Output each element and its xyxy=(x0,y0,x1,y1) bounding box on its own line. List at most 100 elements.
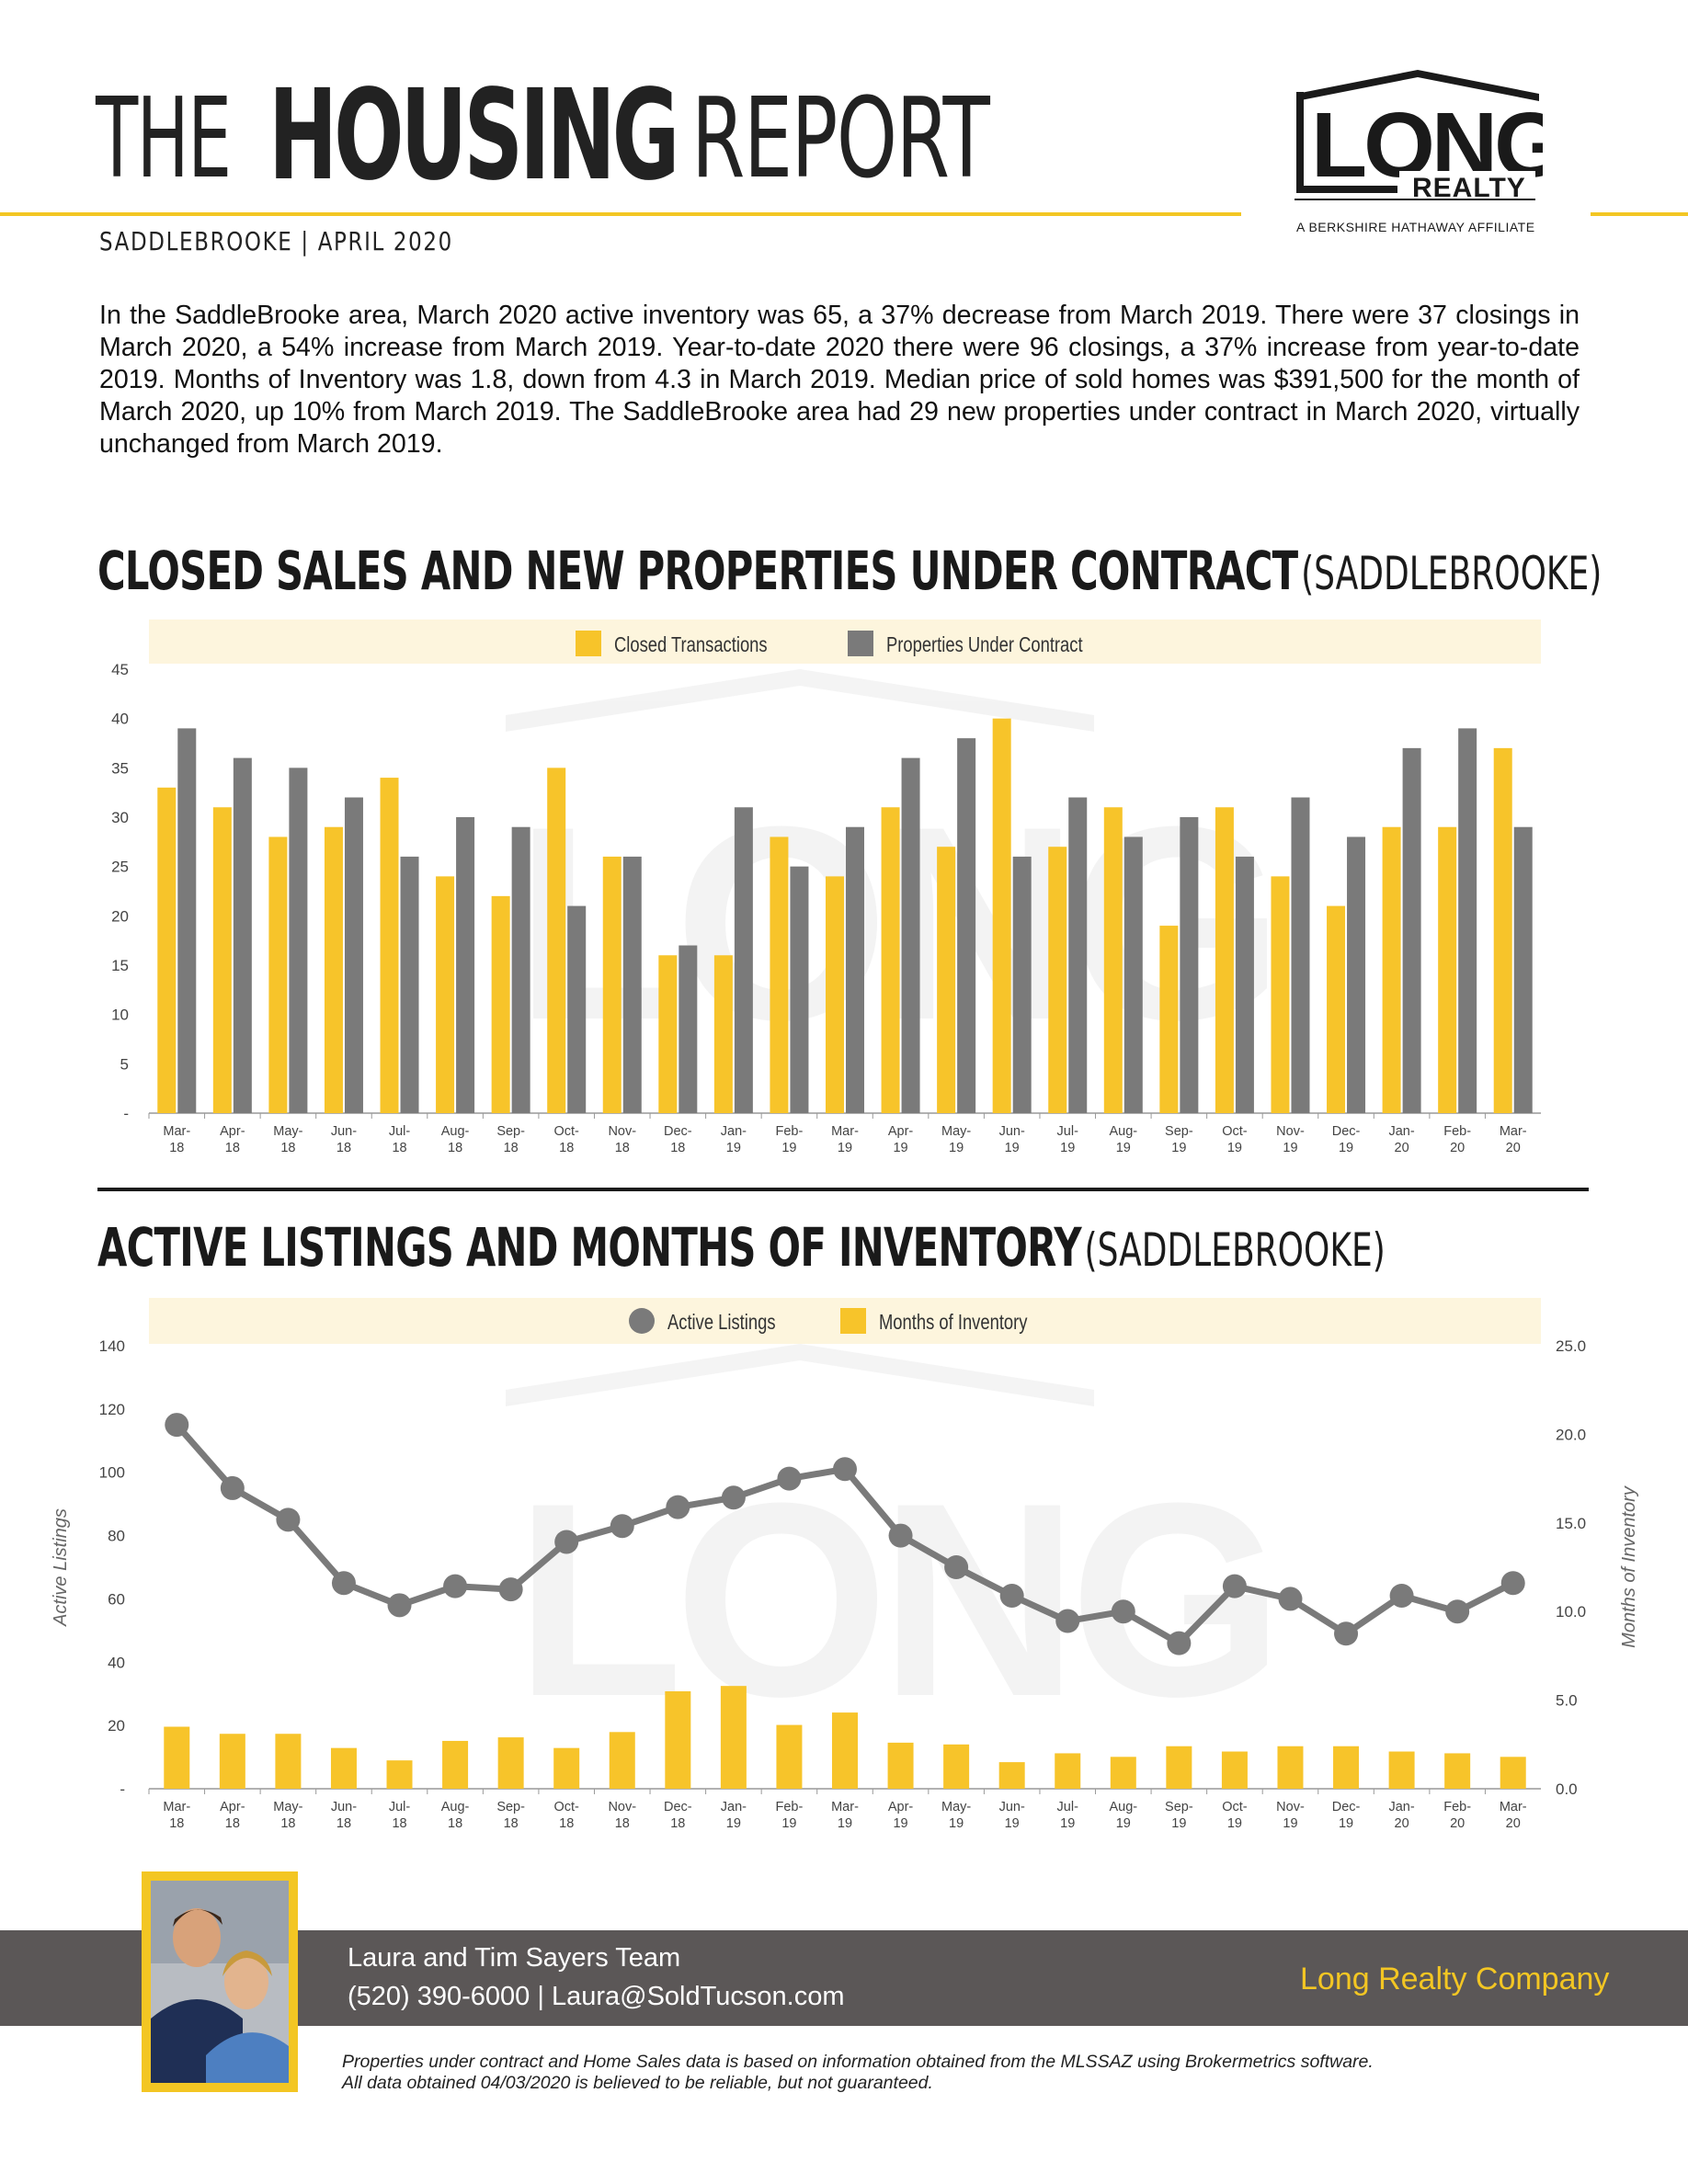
under-contract-bar xyxy=(1347,836,1366,1113)
closed-transactions-bar xyxy=(1159,926,1179,1113)
chart1-x-tick-month: Jun- xyxy=(999,1124,1025,1139)
chart2-x-tick-month: May- xyxy=(273,1800,302,1814)
months-of-inventory-bar xyxy=(1110,1757,1136,1789)
under-contract-bar xyxy=(790,866,809,1113)
chart2-x-tick-year: 18 xyxy=(504,1816,519,1831)
under-contract-bar xyxy=(1068,797,1088,1113)
chart2-x-tick-year: 20 xyxy=(1395,1816,1409,1831)
closed-transactions-bar xyxy=(1048,847,1067,1113)
chart1-x-tick-year: 19 xyxy=(1227,1141,1242,1155)
chart2-x-tick-month: Apr- xyxy=(888,1800,914,1814)
chart1-x-tick-year: 19 xyxy=(781,1141,796,1155)
chart1-y-tick: - xyxy=(123,1105,129,1122)
active-listings-chart: Active Listings Months of Inventory LONG … xyxy=(51,1298,1639,1831)
active-listings-point xyxy=(944,1555,969,1579)
under-contract-bar xyxy=(177,728,197,1113)
active-listings-point xyxy=(1389,1583,1414,1608)
section2-title-bold: ACTIVE LISTINGS AND MONTHS OF INVENTORY xyxy=(97,1216,1082,1279)
chart2-y-left-tick: - xyxy=(120,1780,125,1798)
months-of-inventory-bar xyxy=(219,1734,245,1789)
active-listings-point xyxy=(777,1466,802,1491)
chart2-y-right-tick: 10.0 xyxy=(1556,1603,1586,1621)
chart1-x-tick-year: 18 xyxy=(392,1141,406,1155)
closed-transactions-bar xyxy=(937,847,956,1113)
active-listings-point xyxy=(1500,1571,1525,1596)
legend-active-swatch xyxy=(629,1308,655,1334)
chart2-x-tick-month: Dec- xyxy=(664,1800,692,1814)
active-listings-point xyxy=(276,1507,301,1532)
active-listings-point xyxy=(165,1413,189,1438)
chart1-y-tick: 15 xyxy=(111,957,129,974)
chart1-x-tick-month: May- xyxy=(273,1124,302,1139)
under-contract-bar xyxy=(511,826,530,1113)
agents-portrait-icon xyxy=(151,1881,289,2083)
closed-transactions-bar xyxy=(268,836,288,1113)
chart2-x-tick-month: Mar- xyxy=(831,1800,859,1814)
chart1-x-tick-year: 20 xyxy=(1450,1141,1465,1155)
chart2-x-tick-month: Feb- xyxy=(776,1800,804,1814)
chart2-x-tick-month: Jan- xyxy=(721,1800,747,1814)
svg-text:LONG: LONG xyxy=(515,1445,1275,1754)
disclaimer-line-2: All data obtained 04/03/2020 is believed… xyxy=(342,2073,933,2093)
report-subtitle: SADDLEBROOKE | APRIL 2020 xyxy=(99,226,453,256)
legend-contract-swatch xyxy=(848,631,873,656)
chart1-x-tick-year: 19 xyxy=(726,1141,741,1155)
chart1-x-tick-month: Dec- xyxy=(664,1124,692,1139)
months-of-inventory-bar xyxy=(1333,1746,1360,1789)
active-listings-point xyxy=(721,1485,746,1510)
closed-transactions-bar xyxy=(1215,807,1234,1113)
chart1-x-axis: Mar- 18 Apr- 18 May- 18 Jun- 18 Jul- 18 Aug- 18 Sep-… xyxy=(148,1113,1527,1155)
closed-transactions-bar xyxy=(992,718,1011,1113)
chart1-x-tick-year: 19 xyxy=(1171,1141,1186,1155)
active-listings-point xyxy=(1334,1621,1359,1646)
closed-transactions-bar xyxy=(658,955,678,1113)
chart1-x-tick-month: Oct- xyxy=(554,1124,580,1139)
chart1-x-tick-year: 19 xyxy=(1116,1141,1131,1155)
long-realty-logo: LONG REALTY A BERKSHIRE HATHAWAY AFFILIA… xyxy=(1295,70,1543,234)
months-of-inventory-bar xyxy=(1444,1753,1471,1789)
chart1-x-tick-year: 18 xyxy=(448,1141,462,1155)
under-contract-bar xyxy=(1458,728,1477,1113)
chart2-x-tick-month: Jul- xyxy=(389,1800,411,1814)
months-of-inventory-bar xyxy=(887,1742,914,1789)
closed-transactions-bar xyxy=(826,876,844,1113)
chart2-y-right-tick: 25.0 xyxy=(1556,1337,1586,1355)
chart1-x-tick-year: 19 xyxy=(1283,1141,1297,1155)
chart2-x-tick-month: Apr- xyxy=(220,1800,245,1814)
chart2-x-tick-year: 19 xyxy=(1060,1816,1075,1831)
under-contract-bar xyxy=(344,797,363,1113)
chart2-y-left-tick: 140 xyxy=(99,1337,125,1355)
chart2-x-tick-month: Oct- xyxy=(554,1800,580,1814)
chart1-x-tick-year: 18 xyxy=(336,1141,351,1155)
chart2-x-tick-year: 18 xyxy=(670,1816,685,1831)
chart2-x-tick-month: Aug- xyxy=(1109,1800,1137,1814)
active-listings-point xyxy=(331,1571,356,1596)
closed-transactions-bar xyxy=(1103,807,1123,1113)
chart1-x-tick-year: 18 xyxy=(169,1141,184,1155)
chart1-x-tick-month: Jan- xyxy=(721,1124,747,1139)
active-listings-point xyxy=(554,1530,579,1554)
active-listings-point xyxy=(1055,1609,1080,1633)
chart2-x-tick-month: Mar- xyxy=(163,1800,190,1814)
chart2-x-tick-year: 19 xyxy=(949,1816,964,1831)
under-contract-bar xyxy=(957,738,976,1113)
section2-title: ACTIVE LISTINGS AND MONTHS OF INVENTORY … xyxy=(97,1221,1386,1274)
under-contract-bar xyxy=(622,856,642,1113)
chart2-line xyxy=(165,1413,1525,1655)
chart1-x-tick-year: 20 xyxy=(1395,1141,1409,1155)
months-of-inventory-bar xyxy=(164,1726,190,1789)
closed-transactions-bar xyxy=(547,768,566,1113)
title-report: REPORT xyxy=(691,75,990,203)
closed-transactions-bar xyxy=(1382,826,1401,1113)
chart1-x-tick-month: Mar- xyxy=(163,1124,190,1139)
chart1-x-tick-month: Aug- xyxy=(441,1124,470,1139)
chart2-y-right-label: Months of Inventory xyxy=(1619,1485,1639,1648)
chart2-x-tick-year: 19 xyxy=(838,1816,852,1831)
chart2-x-tick-year: 19 xyxy=(893,1816,907,1831)
section1-title: CLOSED SALES AND NEW PROPERTIES UNDER CO… xyxy=(97,544,1602,597)
disclaimer: Properties under contract and Home Sales… xyxy=(342,2052,1374,2094)
closed-transactions-bar xyxy=(770,836,789,1113)
active-listings-point xyxy=(666,1495,690,1519)
closed-transactions-bar xyxy=(436,876,455,1113)
chart1-x-tick-month: Dec- xyxy=(1332,1124,1361,1139)
